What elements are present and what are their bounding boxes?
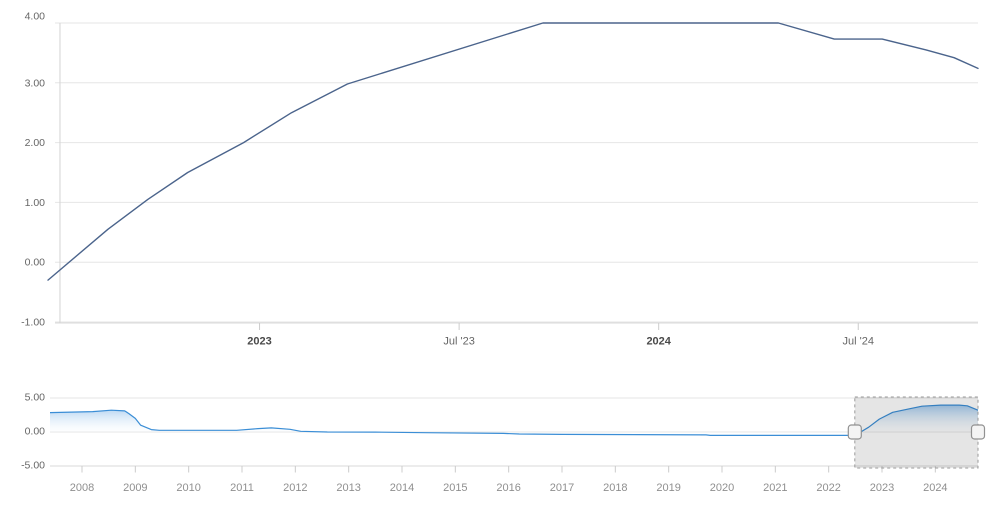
main-series-line[interactable] bbox=[47, 22, 979, 281]
nav-x-axis-label: 2010 bbox=[176, 482, 200, 494]
main-y-axis-label: 0.00 bbox=[25, 257, 46, 269]
nav-x-axis-label: 2016 bbox=[496, 482, 520, 494]
nav-x-axis-label: 2011 bbox=[230, 482, 254, 494]
main-chart[interactable]: 4.00 3.00 2.00 1.00 0.00 -1.00 2023 Jul '23 2024… bbox=[21, 11, 979, 348]
main-y-axis-label: 1.00 bbox=[25, 197, 46, 209]
navigator-handle-right[interactable] bbox=[970, 424, 986, 440]
navigator-handle-left[interactable] bbox=[847, 424, 862, 440]
nav-x-axis-label: 2022 bbox=[816, 482, 840, 494]
nav-x-axis-label: 2008 bbox=[70, 482, 94, 494]
nav-y-axis-label: 5.00 bbox=[25, 392, 46, 404]
nav-x-axis-label: 2024 bbox=[923, 482, 947, 494]
nav-x-axis-label: 2017 bbox=[550, 482, 574, 494]
nav-x-axis-label: 2023 bbox=[870, 482, 894, 494]
nav-y-axis-label: 0.00 bbox=[25, 426, 46, 438]
nav-x-axis-label: 2019 bbox=[656, 482, 680, 494]
navigator[interactable]: 5.00 0.00 -5.00 2008 2009 2010 2011 2012 2013 201… bbox=[21, 392, 986, 495]
navigator-window[interactable] bbox=[854, 397, 978, 468]
nav-x-axis-label: 2013 bbox=[336, 482, 360, 494]
main-y-axis-label: -1.00 bbox=[21, 317, 45, 329]
main-x-axis-label: Jul '23 bbox=[443, 336, 474, 348]
main-x-axis-label: 2024 bbox=[646, 336, 671, 348]
nav-x-axis-label: 2021 bbox=[763, 482, 787, 494]
nav-x-axis-label: 2020 bbox=[710, 482, 734, 494]
nav-x-axis-label: 2018 bbox=[603, 482, 627, 494]
main-y-axis-label: 4.00 bbox=[25, 11, 46, 23]
nav-x-axis-label: 2015 bbox=[443, 482, 467, 494]
main-y-axis-label: 3.00 bbox=[25, 77, 46, 89]
nav-series-line bbox=[49, 404, 979, 436]
main-x-axis-label: 2023 bbox=[247, 336, 271, 348]
main-x-axis-label: Jul '24 bbox=[843, 336, 874, 348]
nav-x-axis-label: 2009 bbox=[123, 482, 147, 494]
nav-x-axis-label: 2014 bbox=[390, 482, 414, 494]
nav-x-axis-label: 2012 bbox=[283, 482, 307, 494]
main-y-axis-label: 2.00 bbox=[25, 137, 46, 149]
nav-y-axis-label: -5.00 bbox=[21, 460, 45, 472]
